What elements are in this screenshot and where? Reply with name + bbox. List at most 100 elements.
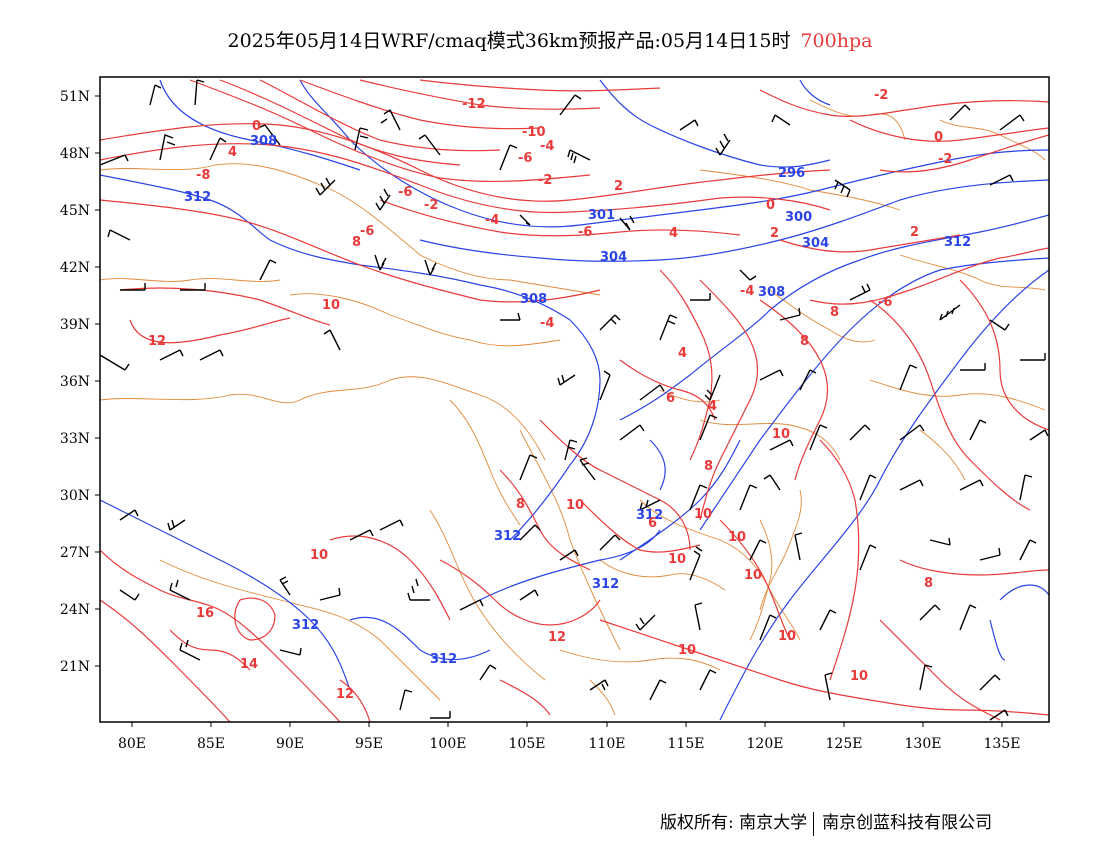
lon-label: 125E bbox=[826, 736, 863, 752]
temperature-label: 14 bbox=[240, 657, 258, 672]
temperature-label: -4 bbox=[485, 213, 499, 228]
temperature-contours bbox=[100, 79, 1049, 722]
temperature-label: 10 bbox=[850, 669, 868, 684]
lon-label: 130E bbox=[905, 736, 942, 752]
temperature-label: -2 bbox=[874, 88, 888, 103]
geopotential-label: 312 bbox=[292, 618, 319, 633]
temperature-label: -6 bbox=[518, 151, 532, 166]
temperature-label: 8 bbox=[516, 497, 525, 512]
lon-label: 110E bbox=[589, 736, 626, 752]
geopotential-label: 312 bbox=[494, 529, 521, 544]
lon-label: 85E bbox=[197, 736, 225, 752]
temperature-label: 10 bbox=[566, 498, 584, 513]
lat-label: 24N bbox=[60, 602, 90, 618]
temperature-label: -4 bbox=[740, 284, 754, 299]
lat-label: 48N bbox=[60, 146, 90, 162]
temperature-label: -2 bbox=[538, 173, 552, 188]
geopotential-label: 308 bbox=[758, 285, 785, 300]
lon-label: 95E bbox=[355, 736, 383, 752]
temperature-label: 16 bbox=[196, 606, 214, 621]
lat-label: 39N bbox=[60, 317, 90, 333]
temperature-label: 10 bbox=[694, 507, 712, 522]
geopotential-label: 308 bbox=[520, 292, 547, 307]
geopotential-label: 296 bbox=[778, 166, 805, 181]
geopotential-label: 312 bbox=[944, 235, 971, 250]
lon-label: 115E bbox=[668, 736, 705, 752]
company-text: 南京创蓝科技有限公司 bbox=[822, 813, 993, 833]
lon-label: 135E bbox=[984, 736, 1021, 752]
temperature-label: 10 bbox=[744, 568, 762, 583]
longitude-labels: 80E 85E 90E 95E 100E 105E 110E 115E 120E… bbox=[118, 736, 1021, 752]
temperature-label: 8 bbox=[924, 576, 933, 591]
map-title: 2025年05月14日WRF/cmaq模式36km预报产品:05月14日15时 7… bbox=[0, 26, 1100, 53]
lat-label: 42N bbox=[60, 260, 90, 276]
lon-label: 105E bbox=[509, 736, 546, 752]
temperature-label: 0 bbox=[766, 198, 775, 213]
temperature-labels: -12 -10 -6 -4 0 -2 -2 0 -2 4 2 -8 -6 -2 … bbox=[148, 88, 952, 702]
geopotential-contours bbox=[100, 79, 1049, 721]
temperature-label: 4 bbox=[228, 145, 237, 160]
temperature-label: 2 bbox=[770, 226, 779, 241]
temperature-label: -6 bbox=[878, 295, 892, 310]
temperature-label: -10 bbox=[522, 125, 546, 140]
lon-label: 90E bbox=[276, 736, 304, 752]
footer: 版权所有: 南京大学 南京创蓝科技有限公司 bbox=[660, 808, 992, 836]
temperature-label: 10 bbox=[322, 298, 340, 313]
lat-label: 45N bbox=[60, 203, 90, 219]
temperature-label: 8 bbox=[830, 305, 839, 320]
temperature-label: 4 bbox=[678, 346, 687, 361]
temperature-label: 10 bbox=[668, 552, 686, 567]
temperature-label: 10 bbox=[678, 643, 696, 658]
geopotential-label: 312 bbox=[592, 577, 619, 592]
temperature-label: -6 bbox=[398, 185, 412, 200]
temperature-label: 12 bbox=[548, 630, 566, 645]
temperature-label: -4 bbox=[540, 316, 554, 331]
temperature-label: -12 bbox=[462, 97, 486, 112]
temperature-label: 0 bbox=[252, 119, 261, 134]
temperature-label: 10 bbox=[310, 548, 328, 563]
copyright-text: 版权所有: 南京大学 bbox=[660, 813, 808, 833]
lat-label: 27N bbox=[60, 545, 90, 561]
geopotential-label: 312 bbox=[636, 508, 663, 523]
temperature-label: 4 bbox=[669, 226, 678, 241]
plot-frame bbox=[99, 76, 1050, 723]
temperature-label: -2 bbox=[938, 152, 952, 167]
temperature-label: 2 bbox=[614, 179, 623, 194]
pressure-level: 700hpa bbox=[800, 30, 873, 52]
lat-label: 30N bbox=[60, 488, 90, 504]
temperature-label: 10 bbox=[728, 530, 746, 545]
temperature-label: 8 bbox=[704, 459, 713, 474]
lat-label: 33N bbox=[60, 431, 90, 447]
latitude-labels: 51N 48N 45N 42N 39N 36N 33N 30N 27N 24N … bbox=[60, 89, 90, 675]
geopotential-label: 300 bbox=[785, 210, 812, 225]
geopotential-label: 312 bbox=[430, 652, 457, 667]
geopotential-label: 304 bbox=[802, 236, 829, 251]
temperature-label: 10 bbox=[778, 629, 796, 644]
temperature-label: 4 bbox=[708, 399, 717, 414]
geopotential-label: 304 bbox=[600, 250, 627, 265]
wind-barbs bbox=[100, 79, 1049, 721]
temperature-label: -6 bbox=[578, 225, 592, 240]
temperature-label: -6 bbox=[360, 224, 374, 239]
temperature-label: -8 bbox=[196, 168, 210, 183]
temperature-label: 2 bbox=[910, 225, 919, 240]
temperature-label: 8 bbox=[800, 334, 809, 349]
temperature-label: 12 bbox=[336, 687, 354, 702]
title-text: 2025年05月14日WRF/cmaq模式36km预报产品:05月14日15时 bbox=[227, 30, 791, 52]
geopotential-label: 312 bbox=[184, 190, 211, 205]
lon-label: 100E bbox=[430, 736, 467, 752]
geopotential-labels: 308 312 296 301 300 304 308 304 312 308 … bbox=[184, 134, 971, 667]
axis-ticks bbox=[95, 95, 1003, 727]
temperature-label: -2 bbox=[424, 198, 438, 213]
lat-label: 21N bbox=[60, 659, 90, 675]
temperature-label: 10 bbox=[772, 427, 790, 442]
lon-label: 80E bbox=[118, 736, 146, 752]
temperature-label: 6 bbox=[666, 391, 675, 406]
temperature-label: 8 bbox=[352, 235, 361, 250]
geopotential-label: 308 bbox=[250, 134, 277, 149]
temperature-label: 0 bbox=[934, 130, 943, 145]
plot-background bbox=[100, 77, 1049, 722]
temperature-label: 6 bbox=[648, 516, 657, 531]
lat-label: 51N bbox=[60, 89, 90, 105]
lat-label: 36N bbox=[60, 374, 90, 390]
